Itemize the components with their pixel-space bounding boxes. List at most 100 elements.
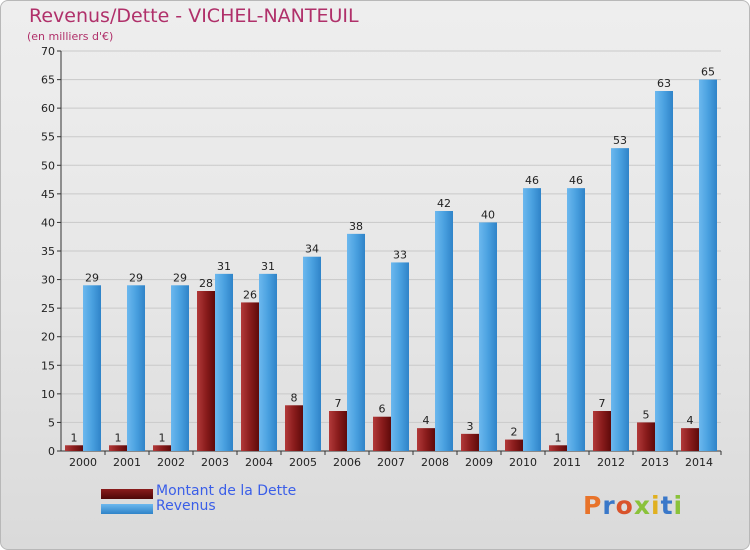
value-label-revenue: 63 (657, 77, 671, 90)
bar-debt (505, 439, 523, 451)
bar-revenue (655, 91, 673, 451)
y-tick-label: 30 (41, 274, 55, 287)
x-tick-label: 2005 (289, 456, 317, 469)
y-tick-label: 0 (48, 445, 55, 458)
value-label-revenue: 31 (261, 260, 275, 273)
bar-debt (153, 445, 171, 451)
logo-letter: t (660, 491, 674, 520)
value-label-debt: 1 (555, 431, 562, 444)
bar-revenue (259, 273, 277, 451)
bar-debt (373, 416, 391, 451)
x-tick-label: 2012 (597, 456, 625, 469)
value-label-revenue: 29 (129, 271, 143, 284)
value-label-debt: 1 (115, 431, 122, 444)
bar-revenue (127, 285, 145, 451)
y-tick-label: 25 (41, 302, 55, 315)
y-tick-label: 10 (41, 388, 55, 401)
proxiti-logo: Proxiti (583, 491, 683, 520)
bar-debt (549, 445, 567, 451)
legend-swatch-debt (101, 489, 153, 499)
x-tick-label: 2001 (113, 456, 141, 469)
value-label-debt: 4 (687, 414, 694, 427)
value-label-revenue: 46 (569, 174, 583, 187)
x-tick-label: 2013 (641, 456, 669, 469)
y-tick-label: 55 (41, 131, 55, 144)
bars (65, 79, 717, 452)
value-label-debt: 8 (291, 391, 298, 404)
x-tick-label: 2003 (201, 456, 229, 469)
x-tick-label: 2009 (465, 456, 493, 469)
value-label-debt: 28 (199, 277, 213, 290)
value-label-revenue: 46 (525, 174, 539, 187)
value-label-revenue: 31 (217, 260, 231, 273)
logo-letter: r (602, 491, 616, 520)
y-tick-label: 60 (41, 102, 55, 115)
logo-letter: o (615, 491, 634, 520)
value-label-revenue: 38 (349, 220, 363, 233)
bar-debt (593, 411, 611, 451)
x-tick-label: 2014 (685, 456, 713, 469)
value-label-debt: 5 (643, 408, 650, 421)
bar-revenue (699, 79, 717, 452)
bar-debt (65, 445, 83, 451)
chart-subtitle: (en milliers d'€) (27, 30, 114, 43)
value-label-revenue: 42 (437, 197, 451, 210)
value-label-revenue: 33 (393, 248, 407, 261)
bar-debt (637, 422, 655, 451)
x-tick-label: 2002 (157, 456, 185, 469)
y-tick-label: 70 (41, 45, 55, 58)
value-label-debt: 6 (379, 403, 386, 416)
value-label-debt: 1 (159, 431, 166, 444)
bar-revenue (215, 273, 233, 451)
x-tick-label: 2008 (421, 456, 449, 469)
bar-revenue (523, 188, 541, 451)
logo-letter: i (673, 491, 684, 520)
x-tick-label: 2004 (245, 456, 273, 469)
bar-revenue (83, 285, 101, 451)
x-tick-label: 2011 (553, 456, 581, 469)
logo-letter: i (651, 491, 661, 520)
bar-debt (197, 291, 215, 451)
value-label-debt: 1 (71, 431, 78, 444)
value-label-debt: 3 (467, 420, 474, 433)
value-label-revenue: 34 (305, 243, 319, 256)
y-tick-label: 45 (41, 188, 55, 201)
bar-debt (329, 411, 347, 451)
legend-label-revenue: Revenus (156, 498, 216, 514)
legend-label-debt: Montant de la Dette (156, 483, 297, 499)
bar-revenue (611, 148, 629, 451)
y-tick-label: 65 (41, 74, 55, 87)
bar-debt (241, 302, 259, 451)
chart-title: Revenus/Dette - VICHEL-NANTEUIL (29, 5, 359, 27)
bar-revenue (391, 262, 409, 451)
legend-swatch-revenue (101, 504, 153, 514)
logo-letter: x (633, 491, 651, 520)
value-label-revenue: 29 (173, 271, 187, 284)
value-label-revenue: 65 (701, 66, 715, 79)
value-label-debt: 2 (511, 426, 518, 439)
y-tick-label: 15 (41, 359, 55, 372)
value-label-debt: 4 (423, 414, 430, 427)
value-label-revenue: 40 (481, 208, 495, 221)
y-tick-label: 35 (41, 245, 55, 258)
bar-debt (461, 433, 479, 451)
bar-revenue (567, 188, 585, 451)
bar-debt (109, 445, 127, 451)
y-tick-label: 5 (48, 416, 55, 429)
y-tick-label: 40 (41, 216, 55, 229)
logo-letter: P (583, 491, 603, 520)
value-label-revenue: 29 (85, 271, 99, 284)
bar-revenue (171, 285, 189, 451)
bar-debt (285, 405, 303, 451)
bar-debt (681, 428, 699, 451)
value-labels: 1 29 1 29 1 29 28 31 26 31 8 34 7 38 6 33 4 42 3 40 2 46 1 46 7 5… (71, 66, 716, 445)
y-tick-label: 20 (41, 331, 55, 344)
value-label-debt: 26 (243, 288, 257, 301)
y-tick-label: 50 (41, 159, 55, 172)
x-tick-label: 2010 (509, 456, 537, 469)
value-label-debt: 7 (335, 397, 342, 410)
bar-revenue (303, 256, 321, 451)
value-label-debt: 7 (599, 397, 606, 410)
